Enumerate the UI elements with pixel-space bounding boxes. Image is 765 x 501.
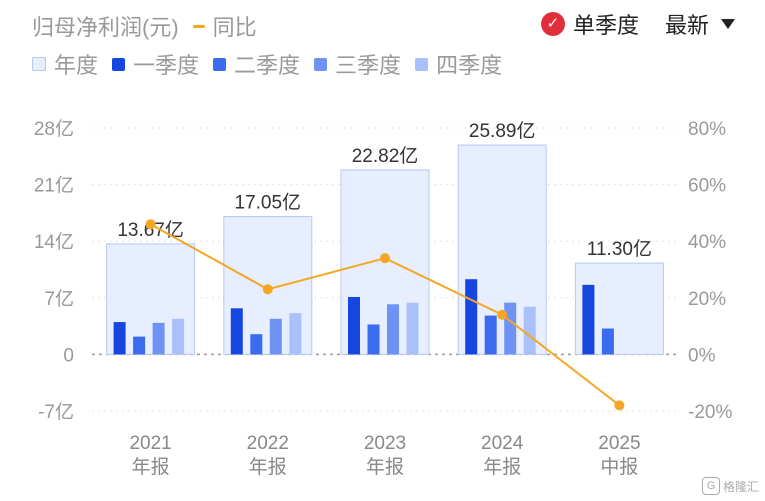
y-tick-label-right: -20% — [688, 402, 732, 423]
quarter-bar — [289, 313, 302, 355]
period-dropdown-label: 最新 — [664, 13, 709, 38]
legend-q3[interactable]: 三季度 — [314, 48, 401, 80]
y-tick-label-left: -7亿 — [38, 401, 74, 423]
single-quarter-label: 单季度 — [572, 13, 639, 38]
y-tick-label-left: 0 — [63, 345, 74, 366]
yoy-point — [145, 219, 156, 230]
x-tick-label-year: 2021 — [129, 433, 171, 454]
legend-annual[interactable]: 年度 — [32, 48, 98, 80]
quarter-bar — [484, 315, 497, 355]
y-tick-label-left: 7亿 — [44, 288, 74, 310]
x-tick-label-period: 年报 — [132, 456, 170, 478]
quarter-bar — [172, 318, 185, 355]
quarter-bars — [113, 279, 614, 355]
quarter-bar — [504, 302, 517, 355]
q3-swatch-icon — [314, 57, 328, 71]
annual-bars — [106, 144, 664, 355]
line-swatch-icon — [192, 24, 205, 28]
legend-yoy-label: 同比 — [212, 15, 257, 40]
y-axis-left: 28亿 21亿 14亿 7亿 0 -7亿 — [34, 118, 74, 423]
y-tick-label-left: 28亿 — [34, 118, 74, 140]
quarter-bar — [601, 328, 614, 355]
legend-q3-label: 三季度 — [335, 53, 402, 78]
legend-annual-label: 年度 — [54, 53, 99, 78]
x-tick-label-period: 年报 — [483, 456, 521, 478]
legend-q1-label: 一季度 — [133, 53, 200, 78]
quarter-bar — [348, 296, 360, 355]
x-tick-label-period: 中报 — [600, 456, 638, 478]
legend-q4-label: 四季度 — [436, 53, 503, 78]
annual-swatch-icon — [32, 57, 46, 71]
caret-down-icon — [721, 19, 735, 29]
y-tick-label-left: 14亿 — [34, 231, 74, 253]
yoy-point — [497, 309, 508, 320]
metric-title[interactable]: 归母净利润(元) — [32, 10, 179, 42]
yoy-point — [614, 400, 625, 411]
quarter-bar — [230, 308, 243, 355]
legend-q2-label: 二季度 — [234, 53, 301, 78]
chart-controls: ✓ 单季度 最新 — [540, 8, 735, 40]
quarter-bar — [582, 284, 595, 355]
x-tick-label-period: 年报 — [366, 456, 404, 478]
yoy-line — [145, 219, 625, 411]
yoy-point — [380, 253, 390, 264]
annual-value-label: 11.30亿 — [587, 238, 652, 260]
legend-row-metric: 归母净利润(元) 同比 — [32, 10, 271, 42]
watermark: G 格隆汇 — [701, 477, 759, 495]
quarter-bar — [269, 318, 282, 355]
x-tick-label-year: 2025 — [598, 433, 640, 454]
quarter-bar — [113, 322, 126, 355]
legend-q2[interactable]: 二季度 — [213, 48, 300, 80]
annual-value-label: 22.82亿 — [352, 145, 419, 167]
y-tick-label-left: 21亿 — [34, 175, 74, 197]
y-tick-label-right: 80% — [688, 119, 726, 140]
x-tick-label-year: 2024 — [481, 433, 524, 454]
legend-q1[interactable]: 一季度 — [112, 48, 199, 80]
y-axis-right: 80% 60% 40% 20% 0% -20% — [688, 119, 732, 423]
annual-value-label: 13.67亿 — [117, 219, 184, 241]
single-quarter-toggle[interactable]: ✓ 单季度 — [540, 8, 639, 40]
chart-header: 归母净利润(元) 同比 年度 一季度 二季度 三季度 四季度 ✓ — [0, 0, 765, 90]
q4-swatch-icon — [415, 57, 429, 71]
legend-q4[interactable]: 四季度 — [415, 48, 502, 80]
quarter-bar — [387, 304, 399, 355]
quarter-bar — [152, 322, 165, 355]
quarter-bar — [367, 324, 380, 355]
quarter-bar — [523, 306, 536, 355]
annual-value-labels: 13.67亿 17.05亿 22.82亿 25.89亿 11.30亿 — [117, 120, 652, 260]
annual-value-label: 17.05亿 — [235, 192, 302, 214]
y-tick-label-right: 20% — [688, 289, 726, 310]
x-tick-label-year: 2023 — [364, 433, 406, 454]
quarter-bar — [133, 336, 146, 355]
quarter-bar — [250, 334, 263, 355]
quarter-bar — [406, 302, 419, 355]
x-tick-label-year: 2022 — [247, 433, 289, 454]
period-dropdown[interactable]: 最新 — [665, 8, 735, 40]
y-tick-label-right: 60% — [688, 176, 726, 197]
quarter-bar — [465, 279, 478, 355]
legend-row-series: 年度 一季度 二季度 三季度 四季度 — [32, 48, 516, 80]
check-icon: ✓ — [540, 12, 565, 36]
legend-yoy[interactable]: 同比 — [192, 10, 257, 42]
watermark-logo-icon: G — [701, 477, 720, 495]
annual-value-label: 25.89亿 — [469, 120, 536, 142]
q2-swatch-icon — [213, 57, 227, 71]
yoy-point — [262, 284, 273, 295]
q1-swatch-icon — [112, 57, 126, 71]
watermark-text: 格隆汇 — [722, 479, 759, 494]
y-tick-label-right: 40% — [688, 232, 726, 253]
metric-title-text: 归母净利润(元) — [32, 15, 179, 40]
y-tick-label-right: 0% — [688, 345, 716, 366]
x-tick-label-period: 年报 — [249, 456, 287, 478]
